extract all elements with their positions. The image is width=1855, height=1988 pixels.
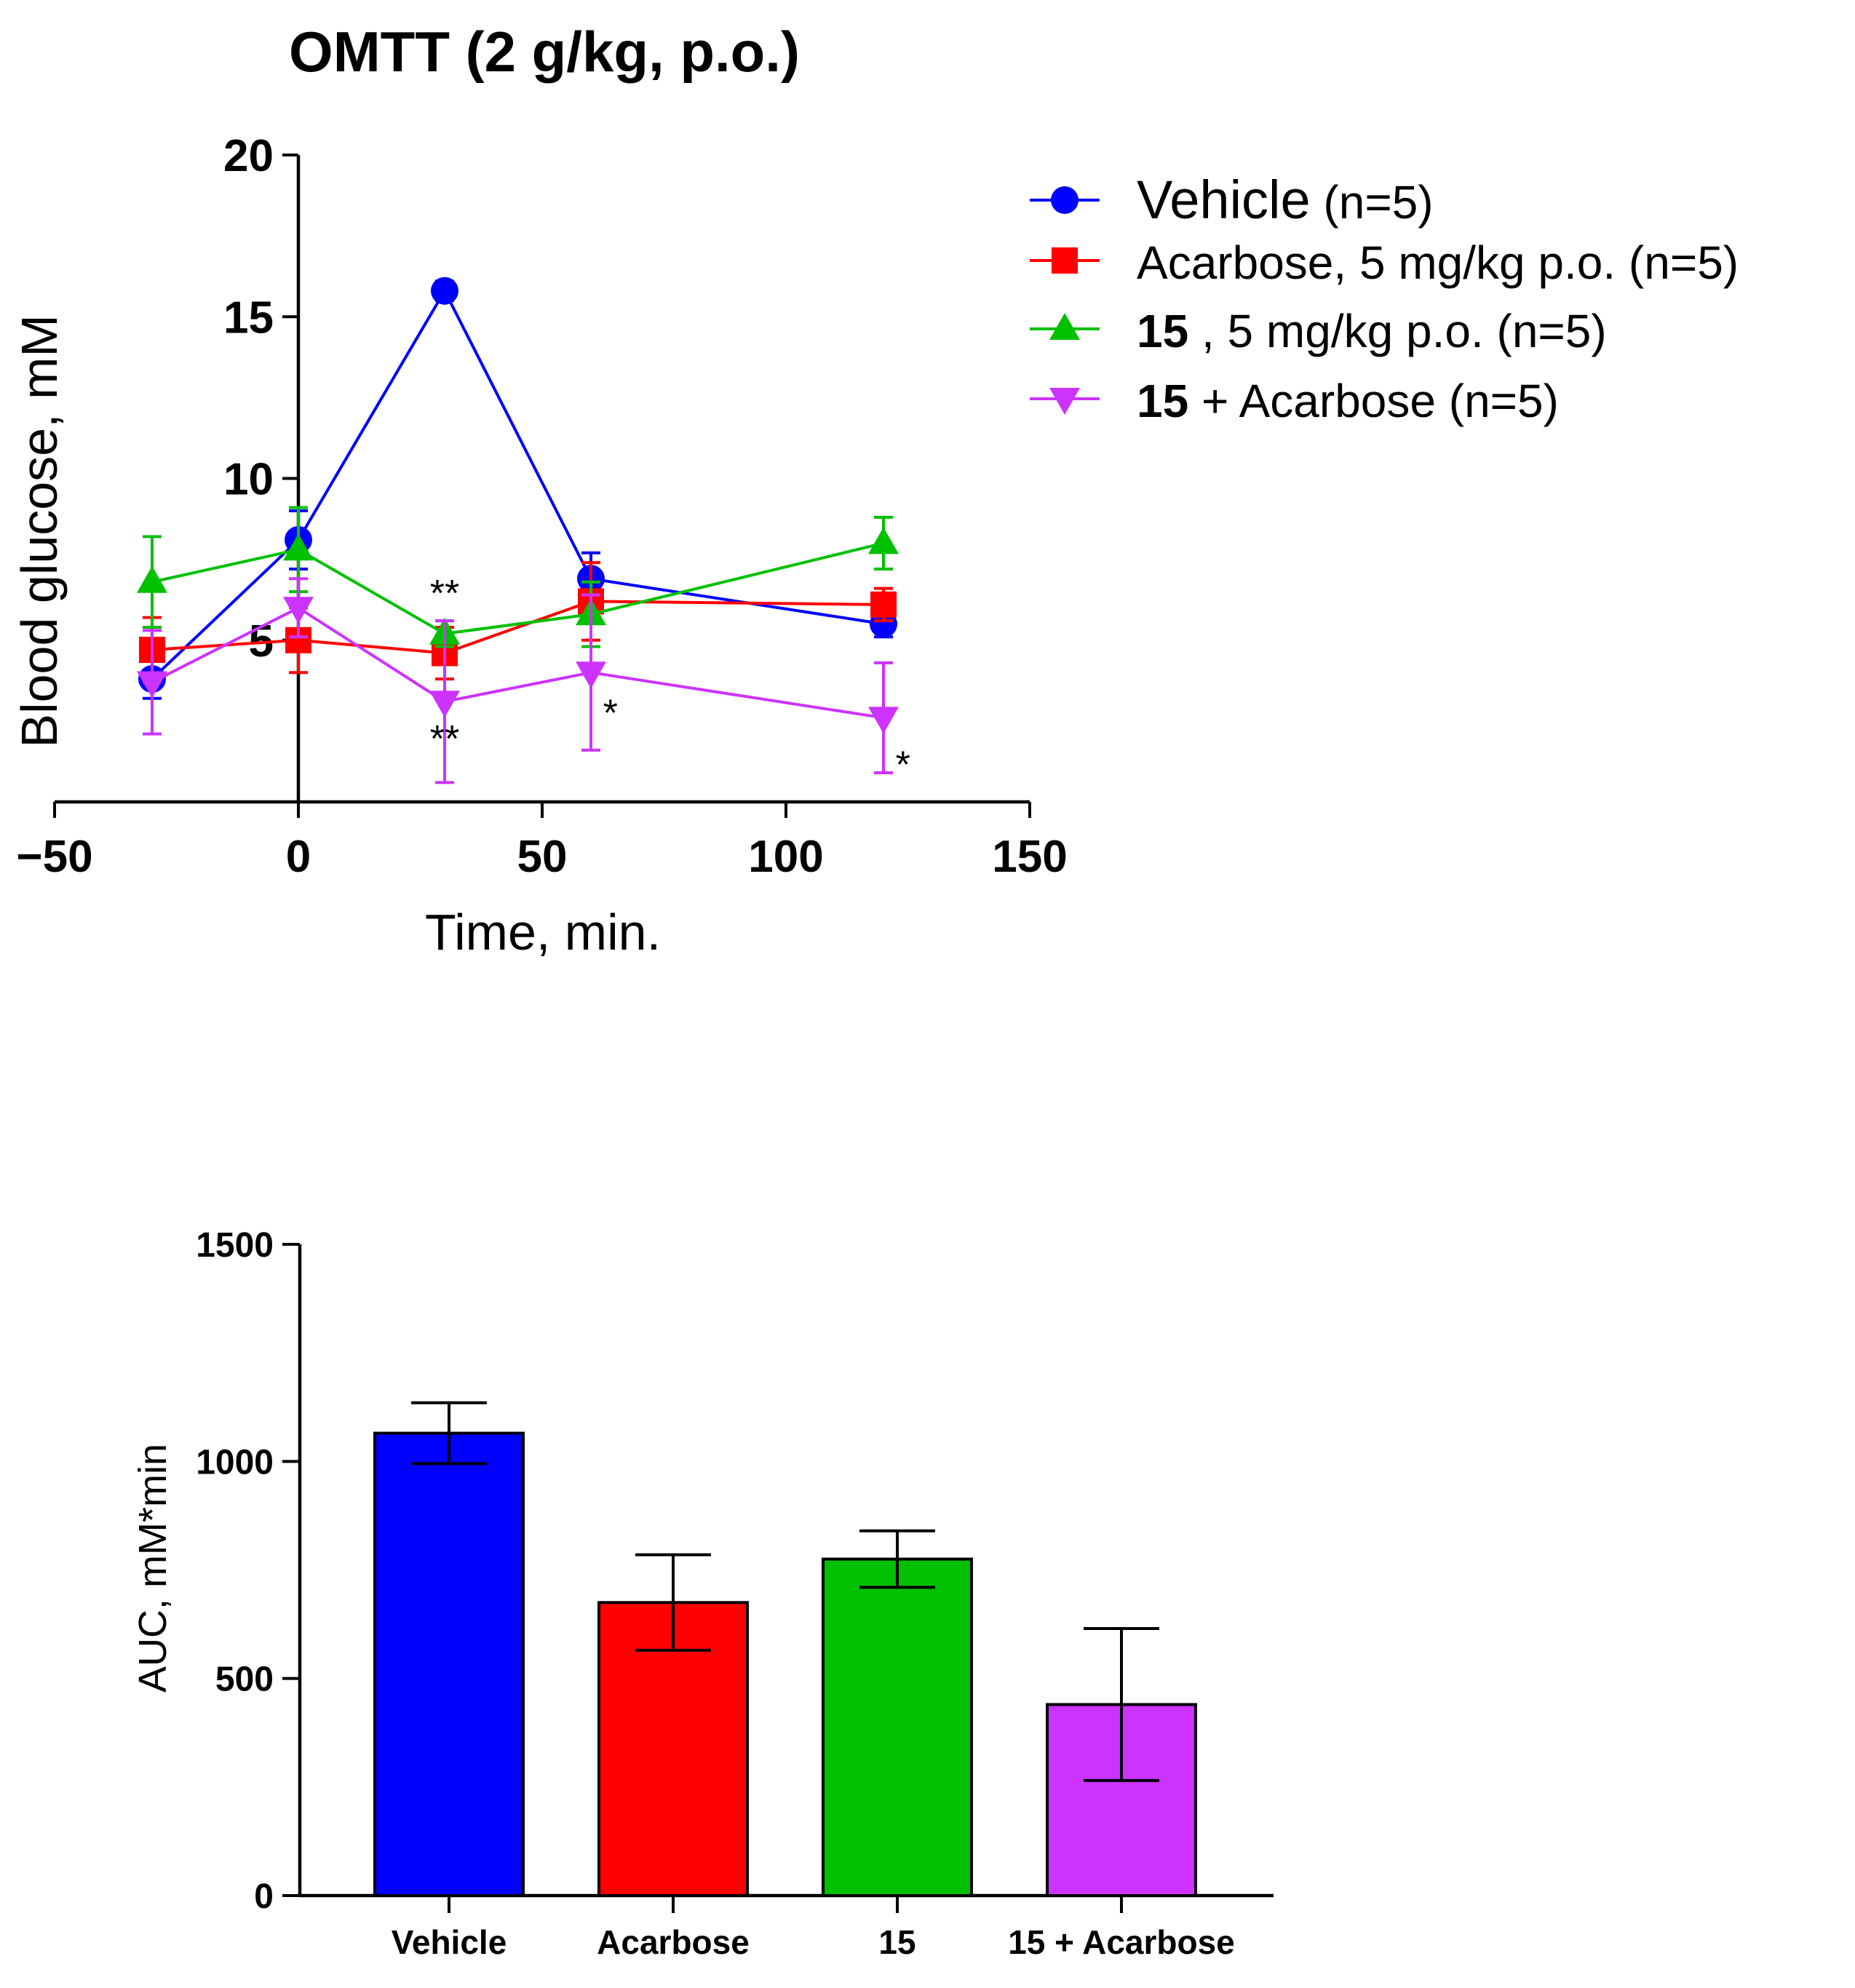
y-tick-label: 10 bbox=[223, 455, 274, 505]
data-point bbox=[429, 691, 460, 718]
bar-group: 15 + Acarbose bbox=[1008, 1627, 1235, 1961]
significance-annotation: * bbox=[603, 693, 618, 735]
legend-label: 15 , 5 mg/kg p.o. (n=5) bbox=[1137, 305, 1607, 357]
x-tick-label: −50 bbox=[16, 832, 92, 882]
y-tick-label: 1000 bbox=[196, 1443, 274, 1482]
data-point bbox=[137, 671, 167, 699]
bar bbox=[822, 1557, 973, 1897]
x-tick-label: 0 bbox=[286, 832, 311, 882]
bar-group: Acarbose bbox=[597, 1553, 750, 1961]
legend-entry: Vehicle (n=5) bbox=[1030, 170, 1434, 230]
x-tick-label: Acarbose bbox=[597, 1923, 750, 1961]
y-tick-label: 0 bbox=[254, 1877, 274, 1916]
line-chart: OMTT (2 g/kg, p.o.) Blood glucose, mM Ti… bbox=[11, 20, 1739, 961]
x-tick-label: 15 bbox=[878, 1923, 915, 1961]
y-tick-label: 15 bbox=[223, 293, 274, 343]
series-15 bbox=[137, 577, 899, 784]
data-point bbox=[868, 707, 899, 734]
x-tick-label: 15 + Acarbose bbox=[1008, 1923, 1235, 1961]
line-chart-y-axis-label: Blood glucose, mM bbox=[11, 314, 68, 747]
legend-entry: Acarbose, 5 mg/kg p.o. (n=5) bbox=[1030, 236, 1739, 289]
x-tick-label: Vehicle bbox=[392, 1923, 507, 1961]
line-chart-x-axis-label: Time, min. bbox=[425, 904, 661, 961]
legend-entry: 15 + Acarbose (n=5) bbox=[1030, 375, 1559, 427]
legend-marker bbox=[1049, 388, 1080, 415]
legend-label: 15 + Acarbose (n=5) bbox=[1137, 375, 1559, 427]
bar-group: 15 bbox=[822, 1529, 973, 1961]
legend-entry: 15 , 5 mg/kg p.o. (n=5) bbox=[1030, 305, 1607, 357]
y-tick-label: 20 bbox=[223, 131, 274, 181]
x-tick-label: 50 bbox=[517, 832, 568, 882]
bar bbox=[1046, 1703, 1197, 1897]
legend-label-bold: 15 bbox=[1137, 305, 1188, 357]
bar-chart-bars: Vehicle Acarbose 15 15 + Acarbose bbox=[373, 1401, 1235, 1961]
legend-label-main: , 5 mg/kg p.o. (n=5) bbox=[1188, 305, 1607, 357]
data-point bbox=[576, 661, 606, 689]
legend-marker bbox=[1052, 247, 1078, 274]
x-tick-label: 100 bbox=[748, 832, 823, 882]
significance-annotation: ** bbox=[430, 573, 459, 615]
bar-chart-y-axis-label: AUC, mM*min bbox=[131, 1444, 175, 1693]
legend-label-main: Vehicle bbox=[1137, 170, 1311, 230]
line-chart-series bbox=[137, 277, 899, 784]
legend-label-main: Acarbose, 5 mg/kg p.o. (n=5) bbox=[1137, 236, 1739, 289]
legend-label: Vehicle (n=5) bbox=[1137, 170, 1434, 230]
data-point bbox=[283, 597, 314, 624]
y-tick-label: 1500 bbox=[196, 1226, 274, 1265]
data-point bbox=[137, 565, 167, 593]
legend-label-main: + Acarbose (n=5) bbox=[1188, 375, 1559, 427]
bar bbox=[373, 1431, 525, 1898]
data-point bbox=[868, 527, 899, 554]
legend-label-bold: 15 bbox=[1137, 375, 1188, 427]
legend-label: Acarbose, 5 mg/kg p.o. (n=5) bbox=[1137, 236, 1739, 289]
bar-group: Vehicle bbox=[373, 1401, 525, 1961]
legend-marker bbox=[1049, 313, 1080, 340]
y-tick-label: 500 bbox=[215, 1661, 274, 1699]
line-chart-legend: Vehicle (n=5) Acarbose, 5 mg/kg p.o. (n=5… bbox=[1030, 170, 1739, 427]
legend-label-rest: (n=5) bbox=[1311, 176, 1434, 228]
data-point bbox=[431, 277, 458, 305]
line-chart-annotations: ****** bbox=[430, 573, 910, 787]
bar-chart: AUC, mM*min 0 500 1000 1500 Vehicle Acarbose… bbox=[131, 1226, 1274, 1961]
legend-marker bbox=[1051, 186, 1079, 214]
significance-annotation: ** bbox=[430, 718, 459, 760]
data-point bbox=[283, 533, 314, 561]
line-chart-title: OMTT (2 g/kg, p.o.) bbox=[289, 20, 800, 84]
significance-annotation: * bbox=[896, 744, 910, 787]
x-tick-label: 150 bbox=[992, 832, 1067, 882]
data-point bbox=[870, 591, 897, 618]
